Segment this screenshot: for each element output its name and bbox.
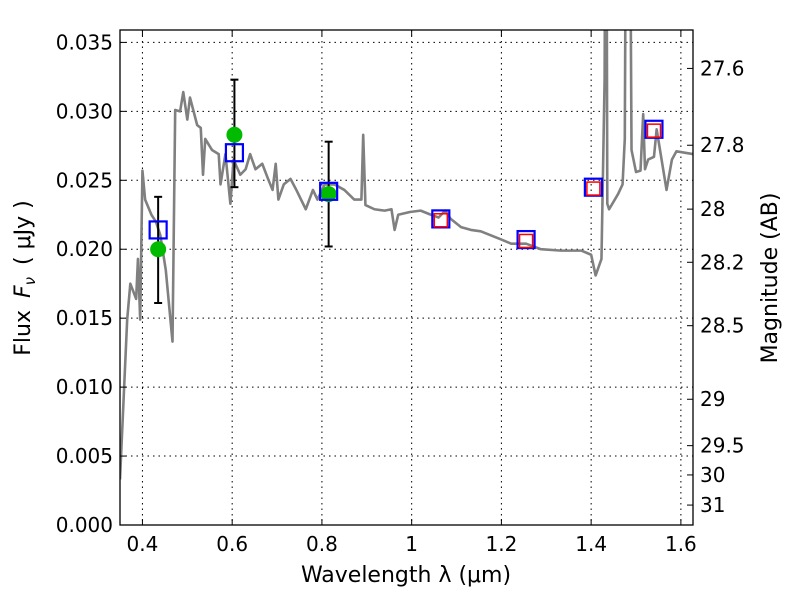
x-tick-label: 1.6: [665, 532, 697, 556]
plot-marks: [120, 30, 693, 480]
plot-frame: [119, 29, 694, 526]
red-square-marker: [646, 123, 662, 138]
y-tick-label: 0.010: [56, 375, 113, 399]
y2-tick-label: 30: [700, 463, 725, 487]
blue-square-marker: [148, 220, 168, 240]
y-tick-label: 0.030: [56, 99, 113, 123]
red-square-marker: [586, 181, 601, 196]
y-label-nu: ν: [21, 277, 39, 285]
y-label-f: F: [11, 285, 36, 298]
x-tick-label: 0.6: [216, 532, 248, 556]
plot-background: [120, 30, 693, 525]
x-axis-label: Wavelength λ (μm): [301, 563, 511, 588]
y2-tick-label: 29.5: [700, 434, 745, 458]
y-tick-label: 0.005: [56, 444, 113, 468]
svg-text:FluxFν( μJy ): Flux Fν ( μJy ): [11, 200, 39, 355]
red-square-marker: [433, 213, 449, 228]
x-tick-label: 1: [405, 532, 418, 556]
y2-tick-label: 28: [700, 197, 725, 221]
blue-square-marker: [224, 143, 245, 163]
observed-point: [226, 126, 243, 143]
y-tick-label: 0.000: [56, 513, 113, 537]
y2-axis-label: Magnitude (AB): [758, 193, 783, 364]
x-tick-label: 1.2: [485, 532, 517, 556]
y-label-flux: Flux: [11, 310, 36, 356]
y2-tick-label: 28.2: [700, 250, 745, 274]
y2-tick-label: 27.8: [700, 133, 745, 157]
x-tick-label: 0.8: [306, 532, 338, 556]
y-tick-label: 0.025: [56, 168, 113, 192]
observed-point: [320, 186, 337, 203]
y2-tick-label: 31: [700, 493, 725, 517]
y-tick-label: 0.035: [56, 30, 113, 54]
x-tick-label: 0.4: [127, 532, 159, 556]
spectrum-line: [120, 30, 693, 480]
y2-tick-label: 27.6: [700, 56, 745, 80]
y2-tick-label: 28.5: [700, 314, 745, 338]
y-tick-label: 0.015: [56, 306, 113, 330]
y2-tick-label: 29: [700, 387, 725, 411]
blue-square-marker: [319, 181, 339, 201]
y-label-unit: ( μJy ): [11, 200, 36, 265]
red-square-marker: [518, 233, 534, 249]
x-tick-label: 1.4: [575, 532, 607, 556]
observed-point: [150, 241, 167, 258]
axis-ticks: 0.4 0.6 0.8 1 1.2 1.4 1.6 0.000 0.005 0.010 0.015 0…: [56, 30, 745, 556]
y-axis-label: Flux Fν ( μJy ): [11, 200, 39, 355]
y-tick-label: 0.020: [56, 237, 113, 261]
